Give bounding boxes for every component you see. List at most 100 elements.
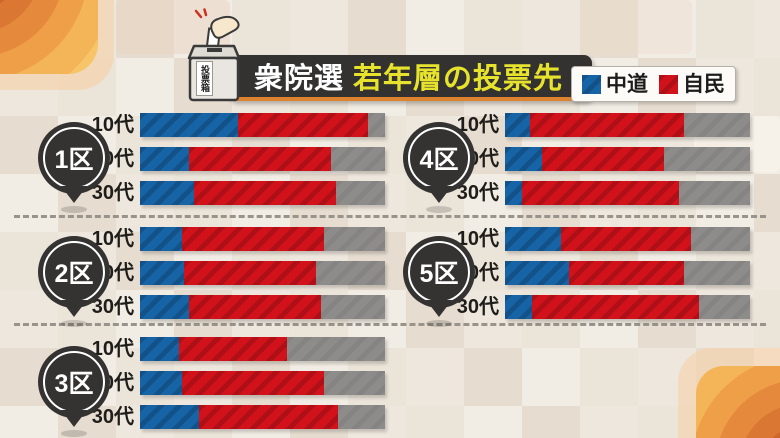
stacked-bar xyxy=(140,371,385,395)
stacked-bar xyxy=(140,405,385,429)
bar-segment-other xyxy=(683,113,750,137)
bar-segment-other xyxy=(678,181,750,205)
legend-label-ldp: 自民 xyxy=(683,72,725,96)
dashed-separator-2 xyxy=(14,323,766,326)
pin-tip xyxy=(61,300,87,317)
district-pin-label: 5区 xyxy=(419,260,459,288)
bar-row: 10代 xyxy=(88,227,385,251)
bar-segment-other xyxy=(316,261,385,285)
age-label: 30代 xyxy=(456,182,499,204)
district-pin-4: 4区 xyxy=(403,122,475,213)
district-3-group: 3区 10代 20代 30代 xyxy=(36,333,386,438)
pin-shadow xyxy=(426,206,452,213)
district-2-bars: 10代 20代 30代 xyxy=(88,227,385,329)
stacked-bar xyxy=(505,147,750,171)
bar-segment-other xyxy=(323,371,385,395)
pin-tip xyxy=(61,410,87,427)
district-1-group: 1区 10代 20代 30代 xyxy=(36,109,386,215)
bar-row: 30代 xyxy=(453,295,750,319)
bar-row: 30代 xyxy=(88,295,385,319)
pin-shadow xyxy=(61,430,87,437)
bar-row: 10代 xyxy=(453,113,750,137)
pin-shadow xyxy=(426,320,452,327)
bar-segment-other xyxy=(691,227,750,251)
bar-row: 20代 xyxy=(88,371,385,395)
bar-row: 20代 xyxy=(88,147,385,171)
bar-segment-ldp xyxy=(181,371,324,395)
district-5-group: 5区 10代 20代 30代 xyxy=(401,223,751,329)
age-label: 10代 xyxy=(456,228,499,250)
bar-segment-ldp xyxy=(522,181,679,205)
bar-row: 10代 xyxy=(453,227,750,251)
pin-tip xyxy=(426,186,452,203)
bar-segment-ldp xyxy=(238,113,368,137)
bar-segment-other xyxy=(338,405,385,429)
bar-segment-centrist xyxy=(140,147,189,171)
stacked-bar xyxy=(140,337,385,361)
age-label: 30代 xyxy=(456,296,499,318)
bar-segment-centrist xyxy=(140,337,180,361)
ballot-box-icon: 投票箱 xyxy=(181,8,247,104)
stacked-bar xyxy=(505,295,750,319)
bar-segment-centrist xyxy=(505,227,562,251)
corner-decoration-bottom-right xyxy=(696,366,780,438)
dashed-separator-1 xyxy=(14,215,766,218)
district-4-bars: 10代 20代 30代 xyxy=(453,113,750,215)
bar-segment-other xyxy=(683,261,750,285)
pin-shadow xyxy=(61,320,87,327)
bar-segment-other xyxy=(321,295,385,319)
bar-row: 20代 xyxy=(88,261,385,285)
bar-segment-centrist xyxy=(505,147,542,171)
bar-segment-centrist xyxy=(140,295,189,319)
bar-segment-ldp xyxy=(179,337,287,361)
district-pin-2: 2区 xyxy=(38,236,110,327)
district-5-bars: 10代 20代 30代 xyxy=(453,227,750,329)
age-label: 10代 xyxy=(456,114,499,136)
district-pin-3: 3区 xyxy=(38,346,110,437)
legend-swatch-ldp xyxy=(659,74,678,94)
bar-segment-centrist xyxy=(505,181,523,205)
district-3-bars: 10代 20代 30代 xyxy=(88,337,385,438)
bar-segment-other xyxy=(286,337,385,361)
title-sub: 若年層の投票先 xyxy=(353,63,564,95)
bar-segment-centrist xyxy=(140,113,238,137)
stacked-bar xyxy=(505,113,750,137)
ballot-box-label: 投票箱 xyxy=(196,61,213,96)
bar-row: 10代 xyxy=(88,337,385,361)
district-pin-label: 4区 xyxy=(419,146,459,174)
stacked-bar xyxy=(140,147,385,171)
stacked-bar xyxy=(505,181,750,205)
bar-segment-centrist xyxy=(505,261,569,285)
bar-segment-centrist xyxy=(140,261,185,285)
background-tile xyxy=(580,0,692,54)
pin-tip xyxy=(61,186,87,203)
bar-segment-other xyxy=(698,295,750,319)
bar-segment-ldp xyxy=(189,295,322,319)
bar-segment-ldp xyxy=(561,227,692,251)
bar-segment-ldp xyxy=(181,227,324,251)
bar-segment-centrist xyxy=(140,371,182,395)
bar-row: 30代 xyxy=(88,405,385,429)
bar-segment-ldp xyxy=(193,181,336,205)
ballot-box-illustration xyxy=(187,8,241,102)
age-label: 10代 xyxy=(91,228,134,250)
age-label: 30代 xyxy=(91,406,134,428)
bar-segment-other xyxy=(323,227,385,251)
age-label: 10代 xyxy=(91,338,134,360)
bar-row: 10代 xyxy=(88,113,385,137)
district-4-group: 4区 10代 20代 30代 xyxy=(401,109,751,215)
district-pin-1: 1区 xyxy=(38,122,110,213)
district-pin-label: 2区 xyxy=(54,260,94,288)
stacked-bar xyxy=(140,113,385,137)
age-label: 30代 xyxy=(91,296,134,318)
bar-segment-ldp xyxy=(529,113,684,137)
stacked-bar xyxy=(505,227,750,251)
district-pin-label: 1区 xyxy=(54,146,94,174)
bar-segment-ldp xyxy=(184,261,317,285)
stacked-bar xyxy=(140,181,385,205)
bar-row: 20代 xyxy=(453,147,750,171)
bar-segment-other xyxy=(664,147,750,171)
bar-segment-ldp xyxy=(189,147,332,171)
bar-row: 20代 xyxy=(453,261,750,285)
title-main: 衆院選 xyxy=(254,63,345,95)
